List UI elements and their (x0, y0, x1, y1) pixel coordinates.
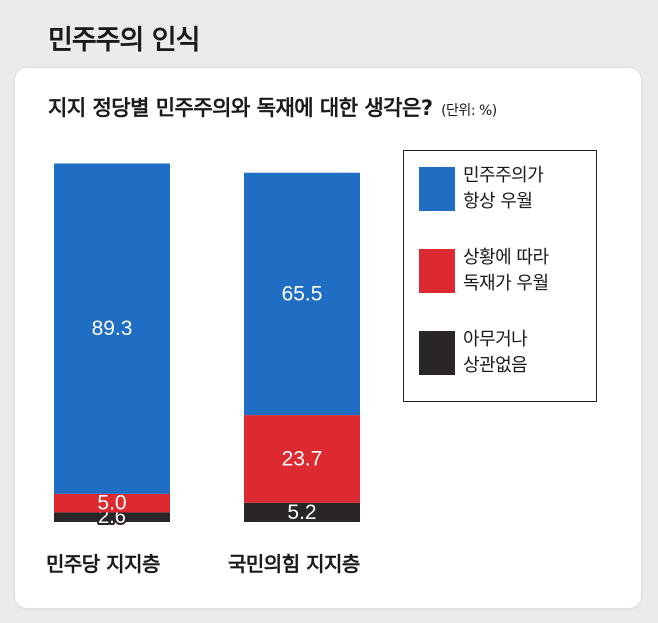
legend-label-indifferent: 아무거나 상관없음 (463, 327, 593, 379)
bar-democratic-always-democracy (54, 163, 170, 494)
chart-title: 지지 정당별 민주주의와 독재에 대한 생각은? (48, 96, 433, 120)
legend-swatch-indifferent (419, 331, 455, 375)
legend-label-line: 독재가 우월 (463, 273, 549, 294)
value-label-ppp-always-democracy: 65.5 (282, 282, 323, 305)
bar-ppp-dictatorship (244, 415, 360, 503)
x-label-democratic-party: 민주당 지지층 (46, 552, 160, 576)
chart-subtitle: 지지 정당별 민주주의와 독재에 대한 생각은? (단위: %) (48, 92, 497, 122)
chart-unit: (단위: %) (441, 103, 497, 119)
bar-democratic-indifferent (54, 512, 170, 522)
legend-label-line: 민주주의가 (463, 165, 544, 186)
legend-label-dictatorship: 상황에 따라 독재가 우월 (463, 245, 593, 297)
page-title: 민주주의 인식 (48, 25, 200, 56)
value-label-democratic-always-democracy: 89.3 (92, 317, 133, 340)
chart-legend: 민주주의가 항상 우월 상황에 따라 독재가 우월 아무거나 상관없음 (403, 150, 597, 402)
legend-label-line: 아무거나 (463, 329, 528, 350)
value-label-democratic-dictatorship: 5.0 (97, 492, 126, 515)
legend-label-always-democracy: 민주주의가 항상 우월 (463, 163, 593, 215)
bar-ppp-always-democracy (244, 172, 360, 416)
value-label-ppp-dictatorship: 23.7 (282, 447, 323, 470)
legend-label-line: 항상 우월 (463, 191, 533, 212)
bar-democratic-dictatorship (54, 493, 170, 513)
legend-swatch-dictatorship (419, 249, 455, 293)
legend-label-line: 상황에 따라 (463, 247, 549, 268)
legend-label-line: 상관없음 (463, 355, 528, 376)
legend-swatch-always-democracy (419, 167, 455, 211)
x-label-people-power-party: 국민의힘 지지층 (228, 552, 360, 576)
bar-ppp-indifferent (244, 502, 360, 522)
value-label-ppp-indifferent: 5.2 (287, 501, 316, 524)
